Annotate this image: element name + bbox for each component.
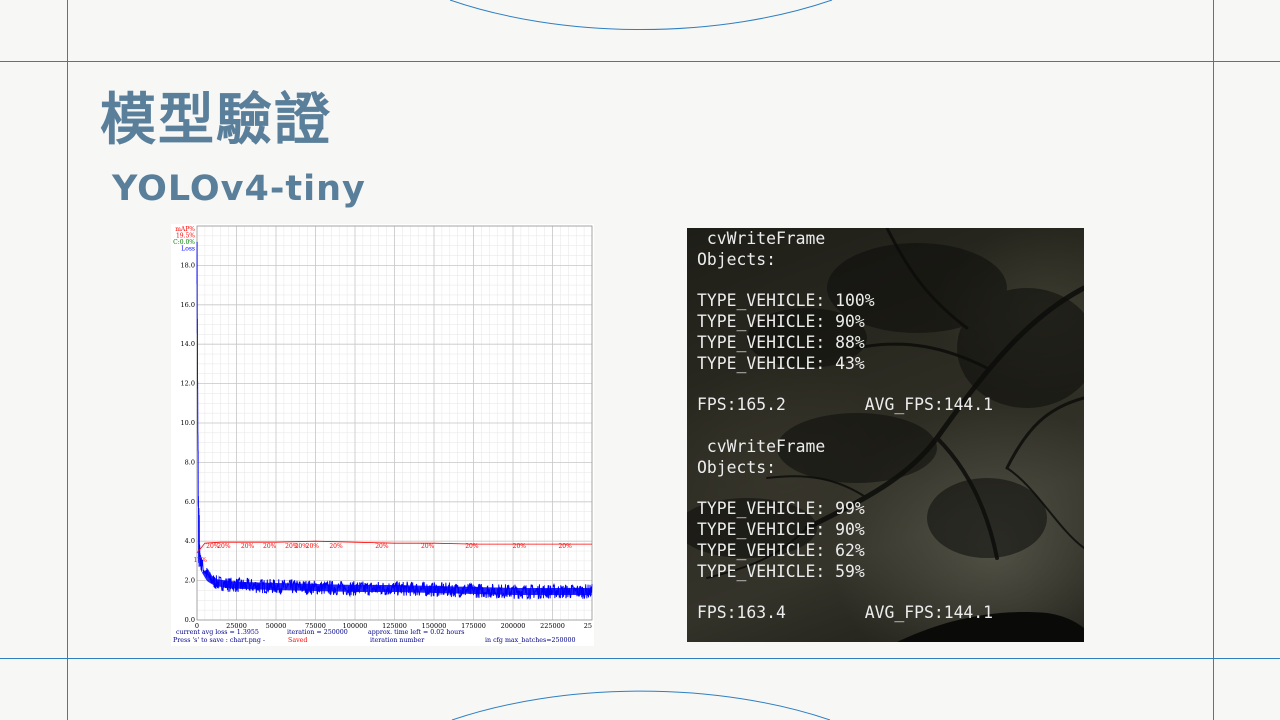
log-line: FPS:165.2 AVG_FPS:144.1 bbox=[697, 395, 994, 415]
footer-press-save: Press 's' to save : chart.png - bbox=[173, 637, 265, 644]
map-point-label: 20% bbox=[329, 543, 343, 550]
legend-entry: 19.5% bbox=[176, 233, 195, 240]
map-point-label: 20% bbox=[241, 543, 255, 550]
footer-time-left: approx. time left = 0.02 hours bbox=[368, 629, 464, 636]
y-tick-label: 18.0 bbox=[181, 261, 195, 269]
y-tick-label: 12.0 bbox=[181, 380, 195, 388]
loss-map-chart-svg: 0.0 2.0 4.0 6.0 8.0 10.0 12.0 14.0 16.0 18.0 0 2500… bbox=[173, 225, 593, 644]
map-point-label: 20% bbox=[285, 543, 299, 550]
log-line: cvWriteFrame bbox=[697, 436, 826, 456]
slide-subtitle: YOLOv4-tiny bbox=[112, 169, 366, 209]
x-tick-label: 0 bbox=[195, 622, 199, 630]
x-tick-label: 25000 bbox=[226, 622, 247, 630]
map-point-label: 20% bbox=[217, 543, 231, 550]
x-tick-label: 75000 bbox=[305, 622, 326, 630]
loss-series-band bbox=[201, 568, 592, 595]
footer-avg-loss: current avg loss = 1.3955 bbox=[176, 629, 259, 636]
log-blank-line bbox=[697, 375, 1084, 396]
tree-background-image bbox=[687, 228, 1084, 642]
x-tick-label: 150000 bbox=[422, 622, 447, 630]
y-tick-label: 2.0 bbox=[185, 577, 195, 585]
map-series-line bbox=[196, 540, 592, 554]
y-tick-label: 14.0 bbox=[181, 340, 195, 348]
y-tick-label: 16.0 bbox=[181, 301, 195, 309]
y-tick-label: 4.0 bbox=[185, 537, 195, 545]
log-line: Objects: bbox=[697, 457, 776, 477]
detection-log: cvWriteFrame Objects: TYPE_VEHICLE: 100% TY… bbox=[697, 229, 1084, 624]
x-tick-label: 125000 bbox=[382, 622, 407, 630]
x-tick-label: 50000 bbox=[266, 622, 287, 630]
log-line: FPS:163.4 AVG_FPS:144.1 bbox=[697, 603, 994, 623]
slide-title: 模型驗證 bbox=[100, 87, 332, 153]
log-line: TYPE_VEHICLE: 88% bbox=[697, 332, 865, 352]
log-line: TYPE_VEHICLE: 43% bbox=[697, 353, 865, 373]
legend-entry: mAP% bbox=[175, 226, 195, 233]
y-tick-label: 0.0 bbox=[185, 616, 195, 624]
map-point-label: 20% bbox=[375, 543, 389, 550]
map-point-label: 20% bbox=[513, 543, 527, 550]
legend-entry: Loss bbox=[181, 246, 195, 253]
y-tick-label: 6.0 bbox=[185, 498, 195, 506]
detection-output-panel: cvWriteFrame Objects: TYPE_VEHICLE: 100% TY… bbox=[687, 228, 1084, 642]
map-point-label: 20% bbox=[295, 543, 309, 550]
loss-series-line bbox=[196, 241, 593, 600]
map-point-label: 20% bbox=[263, 543, 277, 550]
x-tick-label: 200000 bbox=[501, 622, 526, 630]
map-point-label: 17% bbox=[193, 557, 207, 564]
log-blank-line bbox=[697, 479, 1084, 500]
map-point-label: 20% bbox=[306, 543, 320, 550]
plot-border bbox=[196, 225, 593, 621]
log-line: Objects: bbox=[697, 249, 776, 269]
x-tick-label: 100000 bbox=[343, 622, 368, 630]
legend-entry: C:0.0% bbox=[173, 239, 195, 246]
log-line: TYPE_VEHICLE: 59% bbox=[697, 561, 865, 581]
log-line: TYPE_VEHICLE: 62% bbox=[697, 540, 865, 560]
map-point-label: 20% bbox=[558, 543, 572, 550]
log-line: TYPE_VEHICLE: 100% bbox=[697, 291, 875, 311]
x-tick-label: 175000 bbox=[461, 622, 486, 630]
log-blank-line bbox=[697, 416, 1084, 437]
footer-max-batches: in cfg max_batches=250000 bbox=[485, 637, 576, 644]
y-tick-label: 10.0 bbox=[181, 419, 195, 427]
log-line: cvWriteFrame bbox=[697, 229, 826, 248]
log-blank-line bbox=[697, 271, 1084, 292]
x-tick-label: 25 bbox=[584, 622, 592, 630]
log-blank-line bbox=[697, 583, 1084, 604]
log-line: TYPE_VEHICLE: 99% bbox=[697, 499, 865, 519]
map-point-label: 20% bbox=[465, 543, 479, 550]
x-tick-label: 225000 bbox=[540, 622, 565, 630]
map-point-label: 20% bbox=[421, 543, 435, 550]
y-tick-label: 8.0 bbox=[185, 458, 195, 466]
map-point-label: 20% bbox=[206, 543, 220, 550]
log-line: TYPE_VEHICLE: 90% bbox=[697, 312, 865, 332]
footer-saved-status: Saved bbox=[288, 637, 307, 644]
footer-iteration: iteration = 250000 bbox=[287, 629, 348, 636]
x-axis-label: iteration number bbox=[370, 637, 425, 644]
training-chart: 0.0 2.0 4.0 6.0 8.0 10.0 12.0 14.0 16.0 18.0 0 2500… bbox=[171, 224, 594, 646]
log-line: TYPE_VEHICLE: 90% bbox=[697, 520, 865, 540]
